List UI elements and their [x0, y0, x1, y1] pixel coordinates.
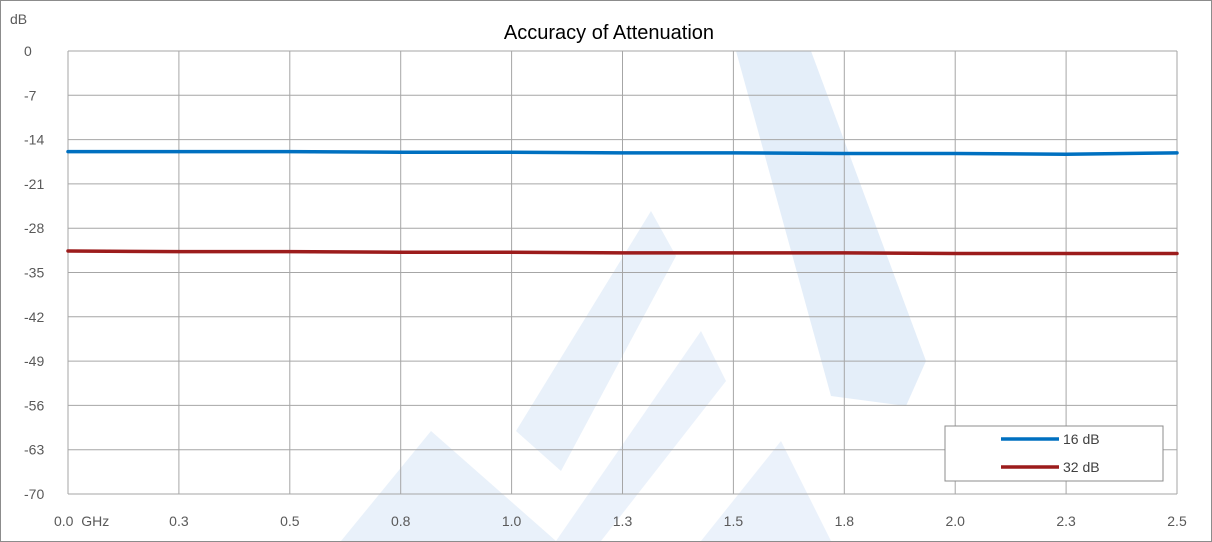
y-tick-label: -42	[24, 309, 44, 325]
x-tick-label: 1.8	[835, 513, 855, 529]
watermark-logo	[341, 51, 926, 541]
legend: 16 dB 32 dB	[945, 426, 1163, 481]
x-tick-label: 0.0 GHz	[54, 513, 109, 529]
x-tick-label: 1.3	[613, 513, 633, 529]
series-line-1	[68, 152, 1177, 155]
x-tick-label: 1.0	[502, 513, 522, 529]
x-tick-label: 0.3	[169, 513, 189, 529]
x-tick-label: 2.5	[1167, 513, 1187, 529]
y-tick-label: -70	[24, 486, 44, 502]
x-tick-label: 1.5	[724, 513, 744, 529]
x-tick-label: 2.0	[945, 513, 965, 529]
watermark-shape	[701, 441, 831, 541]
series-line-2	[68, 251, 1177, 254]
x-tick-label: 0.5	[280, 513, 300, 529]
y-tick-label: -35	[24, 265, 44, 281]
y-tick-label: -63	[24, 442, 44, 458]
watermark-shape	[341, 431, 556, 541]
chart-title: Accuracy of Attenuation	[504, 22, 714, 44]
legend-box	[945, 426, 1163, 481]
y-tick-label: 0	[24, 43, 32, 59]
y-tick-label: -49	[24, 353, 44, 369]
x-tick-label: 0.8	[391, 513, 411, 529]
y-tick-label: -28	[24, 220, 44, 236]
y-axis-unit-label: dB	[10, 11, 27, 27]
legend-label-2: 32 dB	[1063, 459, 1100, 475]
y-tick-label: -56	[24, 397, 44, 413]
x-tick-label: 2.3	[1056, 513, 1076, 529]
y-tick-label: -14	[24, 132, 44, 148]
legend-label-1: 16 dB	[1063, 431, 1100, 447]
y-tick-label: -7	[24, 87, 37, 103]
y-tick-label: -21	[24, 176, 44, 192]
